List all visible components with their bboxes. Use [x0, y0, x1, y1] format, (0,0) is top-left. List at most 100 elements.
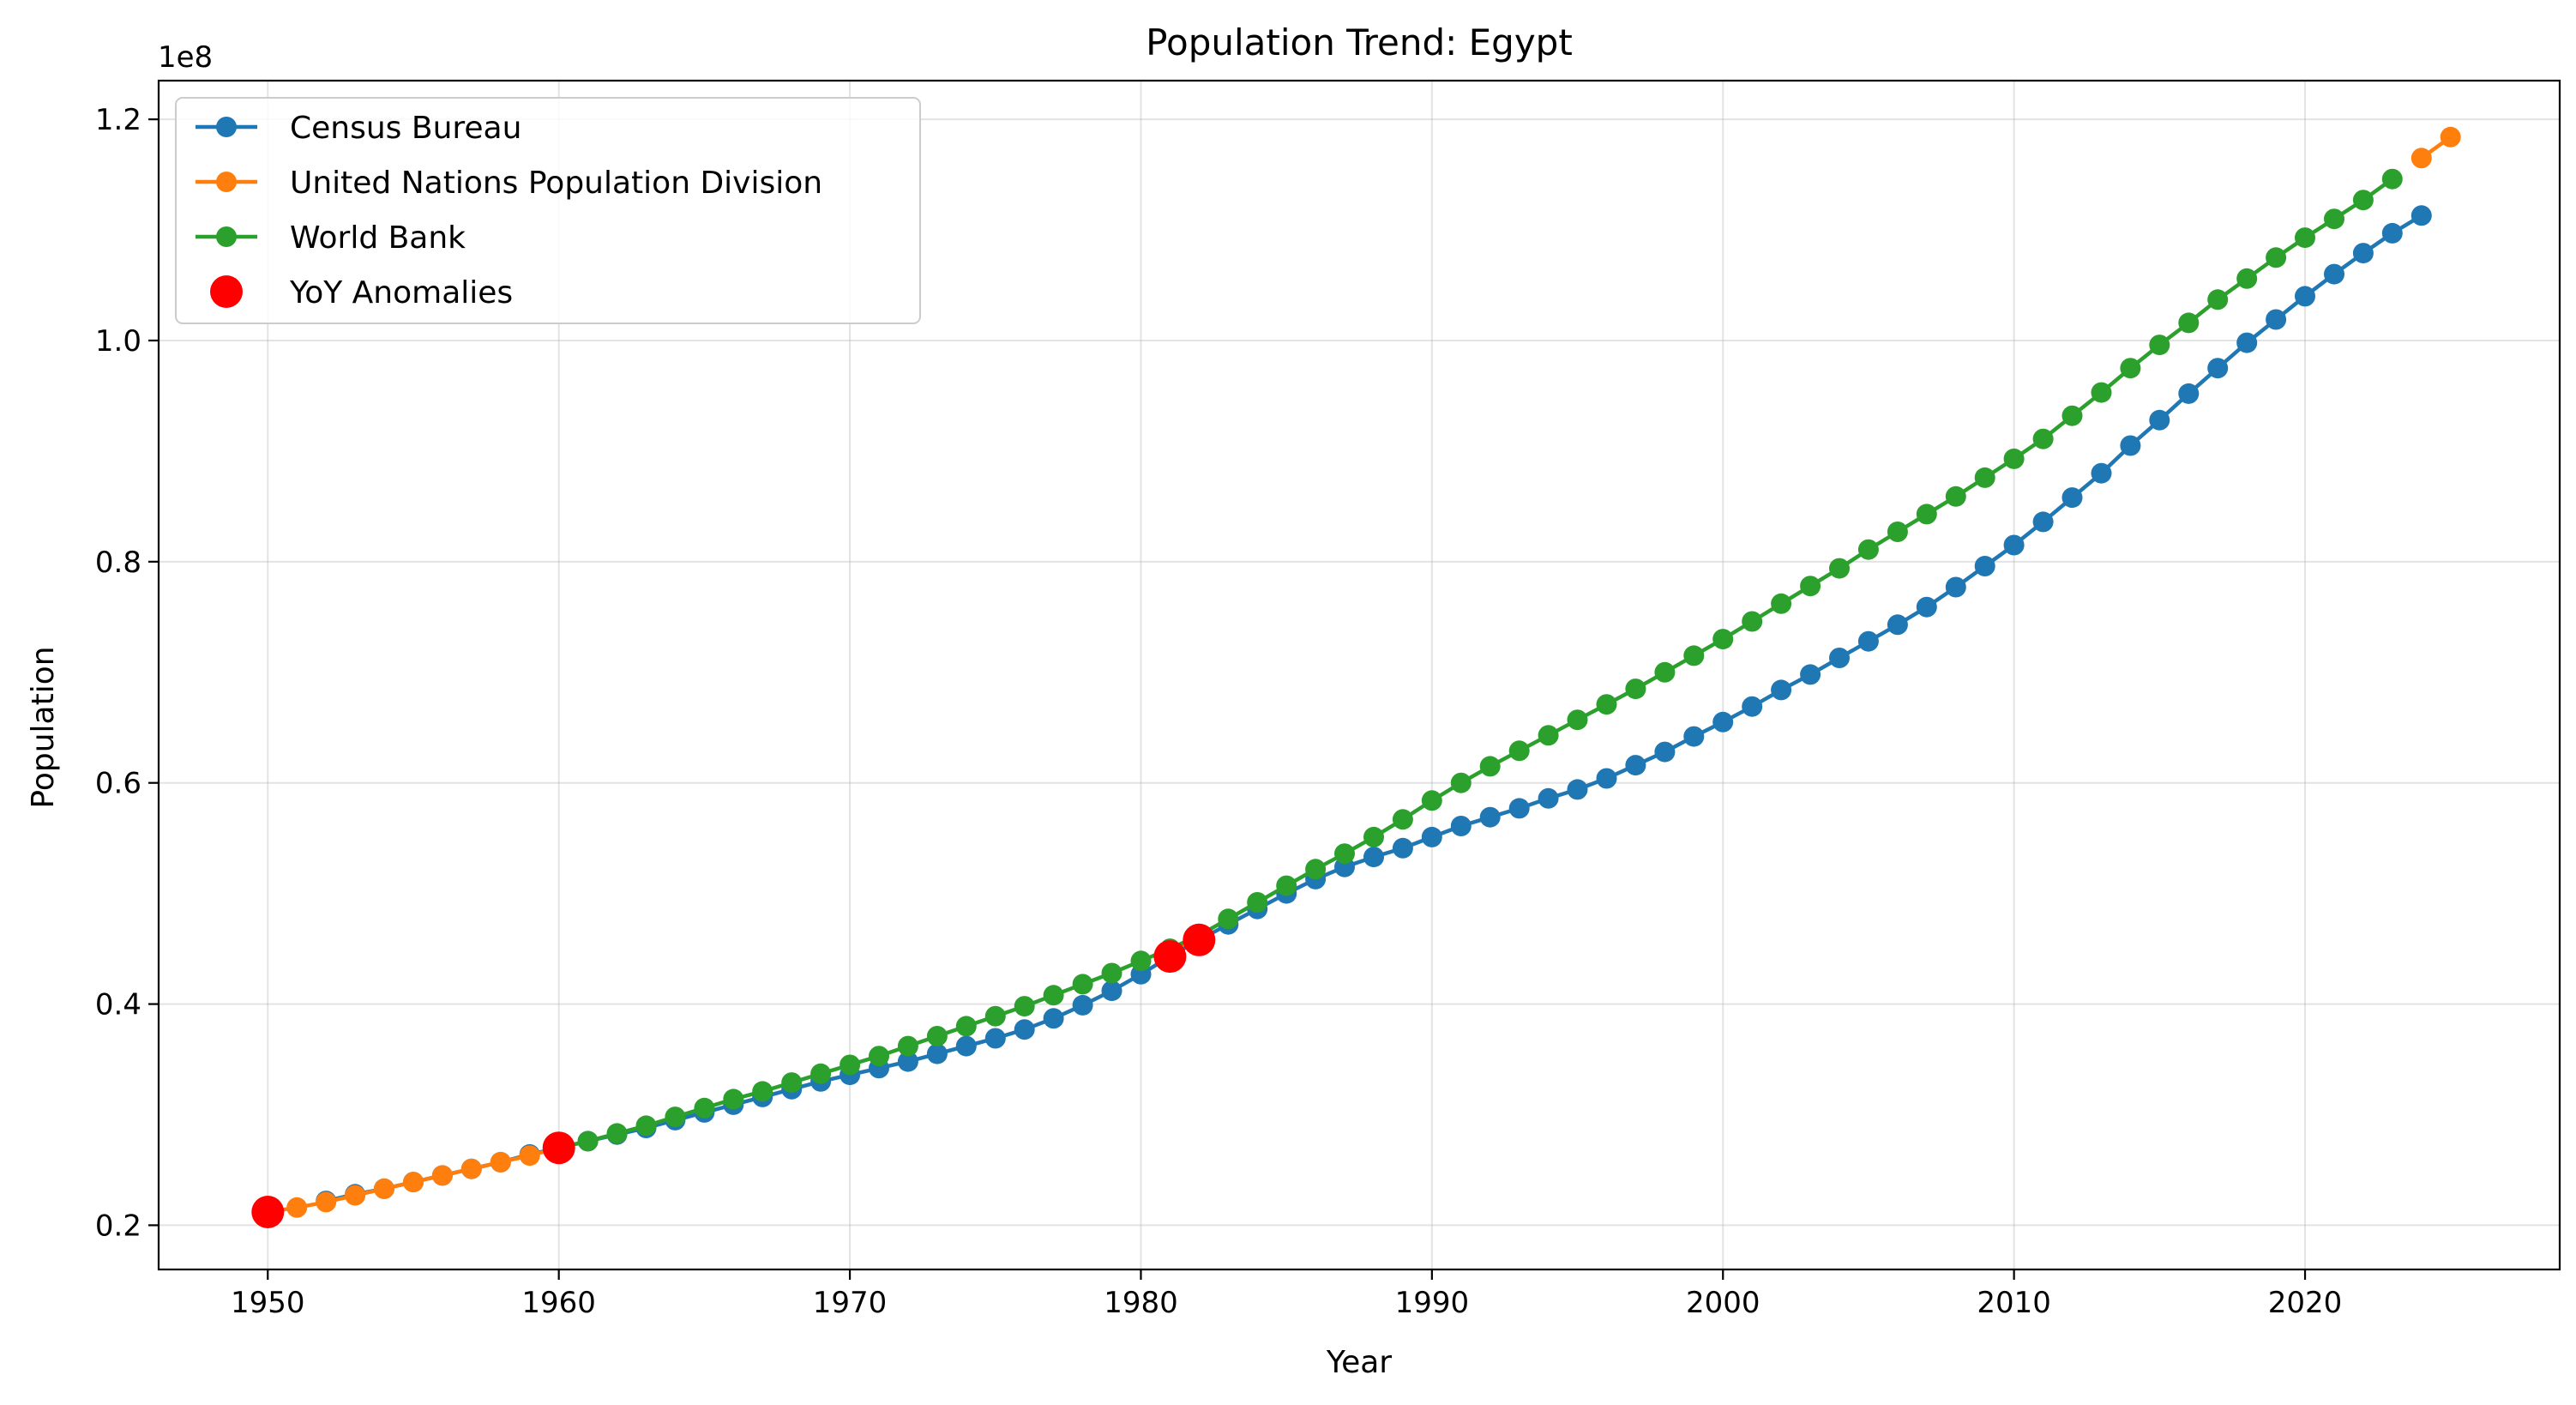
data-point-census-bureau: [2091, 462, 2112, 484]
anomaly-point: [542, 1131, 575, 1165]
data-point-census-bureau: [2003, 534, 2025, 556]
data-point-census-bureau: [1014, 1019, 1035, 1040]
data-point-census-bureau: [984, 1028, 1006, 1049]
data-point-census-bureau: [1363, 847, 1384, 868]
data-point-world-bank: [1625, 678, 1646, 700]
data-point-world-bank: [723, 1088, 744, 1110]
data-point-world-bank: [2207, 289, 2229, 311]
data-point-world-bank: [577, 1131, 599, 1152]
x-tick-label: 2010: [1977, 1286, 2051, 1320]
data-point-census-bureau: [1072, 994, 1093, 1016]
data-point-world-bank: [781, 1072, 803, 1094]
legend: Census Bureau United Nations Population D…: [175, 97, 921, 324]
data-point-world-bank: [1887, 522, 1908, 542]
data-point-world-bank: [1363, 826, 1384, 847]
series-yoy-anomalies: [251, 923, 1216, 1228]
series-line-world-bank: [557, 177, 2395, 1150]
legend-marker-swatch: [216, 226, 237, 247]
data-point-world-bank: [606, 1123, 628, 1144]
data-point-census-bureau: [1596, 768, 1617, 789]
data-point-world-bank: [926, 1026, 948, 1046]
data-point-world-bank: [1596, 694, 1617, 715]
data-point-world-bank: [2295, 227, 2315, 249]
x-tick-label: 2000: [1686, 1286, 1760, 1320]
data-point-world-bank: [1508, 740, 1530, 762]
data-point-census-bureau: [1742, 696, 1763, 717]
x-tick-label: 1980: [1104, 1286, 1178, 1320]
data-point-census-bureau: [2061, 487, 2083, 509]
data-point-united-nations-population-division: [431, 1165, 453, 1186]
y-tick-label: 0.6: [95, 767, 141, 801]
legend-item-united-nations-population-division: United Nations Population Division: [196, 166, 822, 201]
data-point-world-bank: [694, 1097, 715, 1119]
data-point-world-bank: [1101, 962, 1122, 984]
x-tick-label: 1960: [521, 1286, 596, 1320]
data-point-world-bank: [2003, 448, 2025, 469]
data-point-world-bank: [1479, 756, 1501, 777]
legend-frame: [175, 97, 921, 324]
y-axis-label: Population: [26, 646, 61, 808]
data-point-world-bank: [2149, 335, 2170, 356]
x-tick-label: 2020: [2268, 1286, 2343, 1320]
data-point-census-bureau: [1625, 755, 1646, 776]
data-point-world-bank: [2032, 428, 2054, 449]
legend-marker-swatch: [216, 172, 237, 192]
data-point-world-bank: [1742, 611, 1763, 632]
legend-item-census-bureau: Census Bureau: [196, 111, 521, 146]
data-point-world-bank: [2061, 405, 2083, 426]
data-point-world-bank: [1072, 974, 1093, 995]
data-point-world-bank: [1974, 467, 1995, 488]
y-tick-label: 1.0: [95, 324, 141, 359]
data-point-world-bank: [2236, 268, 2258, 289]
data-point-world-bank: [1916, 504, 1937, 525]
data-point-census-bureau: [1479, 806, 1501, 828]
legend-item-yoy-anomalies: YoY Anomalies: [210, 275, 513, 311]
data-point-united-nations-population-division: [403, 1172, 424, 1193]
data-point-world-bank: [2266, 247, 2287, 268]
data-point-census-bureau: [2295, 286, 2315, 307]
y-tick-label: 1.2: [95, 103, 141, 137]
data-point-world-bank: [2178, 312, 2200, 334]
legend-marker-swatch: [210, 275, 243, 308]
data-point-united-nations-population-division: [2440, 126, 2461, 148]
legend-item-world-bank: World Bank: [196, 220, 466, 256]
data-point-census-bureau: [897, 1051, 918, 1072]
data-point-world-bank: [1857, 539, 1879, 560]
axis-ticks: 1950 1960 1970 1980 1990 2000 2010 2020 0.2 0.4 0.…: [95, 103, 2342, 1320]
series-layer: [251, 126, 2461, 1228]
legend-label: United Nations Population Division: [290, 166, 822, 201]
y-tick-label: 0.2: [95, 1209, 141, 1243]
data-point-united-nations-population-division: [374, 1178, 394, 1199]
data-point-census-bureau: [1683, 726, 1705, 747]
x-tick-label: 1990: [1395, 1286, 1470, 1320]
data-point-census-bureau: [2032, 511, 2054, 533]
data-point-world-bank: [1130, 950, 1152, 972]
data-point-census-bureau: [1654, 741, 1676, 763]
legend-marker-swatch: [216, 117, 237, 137]
data-point-census-bureau: [1508, 798, 1530, 819]
anomaly-point: [1183, 923, 1216, 956]
data-point-world-bank: [810, 1063, 832, 1084]
y-tick-label: 0.8: [95, 546, 141, 580]
anomaly-point: [1153, 940, 1187, 974]
data-point-world-bank: [2381, 168, 2403, 190]
data-point-world-bank: [1392, 809, 1413, 830]
data-point-census-bureau: [2410, 205, 2432, 226]
data-point-census-bureau: [1916, 596, 1937, 618]
data-point-census-bureau: [1538, 787, 1559, 809]
data-point-world-bank: [897, 1035, 918, 1057]
data-point-world-bank: [1334, 843, 1355, 865]
data-point-census-bureau: [1945, 576, 1966, 598]
data-point-world-bank: [869, 1046, 889, 1067]
data-point-world-bank: [1567, 709, 1588, 731]
legend-label: Census Bureau: [290, 111, 521, 146]
data-point-census-bureau: [1421, 826, 1442, 847]
data-point-census-bureau: [2178, 383, 2200, 404]
data-point-census-bureau: [2207, 358, 2229, 379]
data-point-world-bank: [1683, 645, 1705, 666]
data-point-united-nations-population-division: [345, 1185, 366, 1206]
data-point-census-bureau: [1567, 779, 1588, 800]
plot-area-frame: [157, 79, 2561, 1271]
legend-label: World Bank: [290, 220, 466, 256]
